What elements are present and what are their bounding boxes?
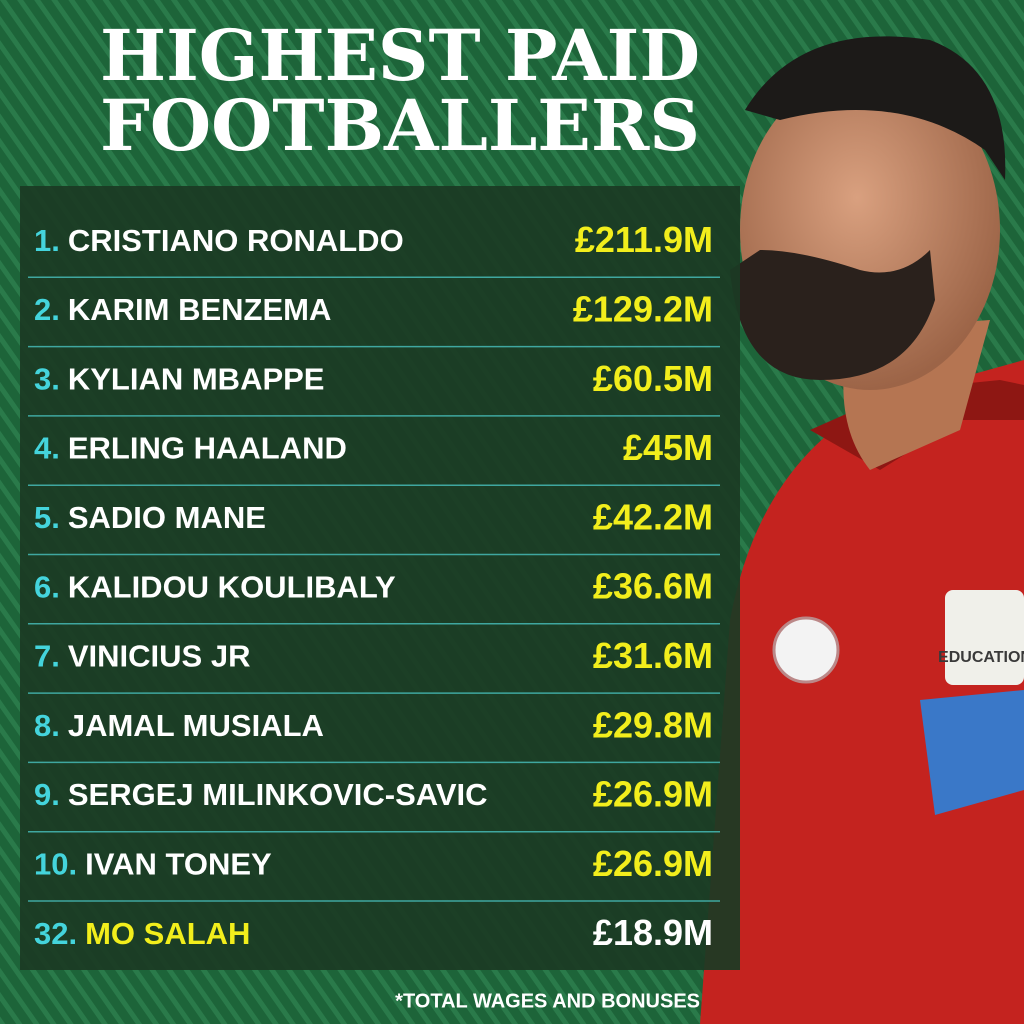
amount: £26.9M [593, 843, 713, 884]
rank: 4. [34, 431, 60, 466]
amount: £31.6M [593, 635, 713, 676]
player-name: ERLING HAALAND [68, 431, 347, 466]
player-name: KYLIAN MBAPPE [68, 361, 325, 396]
rank: 5. [34, 500, 60, 535]
table-panel [20, 186, 740, 970]
rank: 9. [34, 777, 60, 812]
player-name: IVAN TONEY [85, 847, 272, 882]
player-name: SERGEJ MILINKOVIC-SAVIC [68, 777, 488, 812]
title-line: FOOTBALLERS [100, 84, 700, 167]
amount: £45M [623, 427, 713, 468]
rank: 1. [34, 223, 60, 258]
badge-text: EDUCATION [938, 649, 1024, 666]
player-name: SADIO MANE [68, 500, 266, 535]
title-line: HIGHEST PAID [100, 14, 700, 97]
player-photo: EDUCATION [700, 36, 1024, 1024]
player-name: JAMAL MUSIALA [68, 708, 324, 743]
player-name: CRISTIANO RONALDO [68, 223, 404, 258]
player-name: KALIDOU KOULIBALY [68, 569, 396, 604]
amount: £29.8M [593, 704, 713, 745]
amount: £42.2M [593, 496, 713, 537]
amount: £211.9M [575, 219, 713, 260]
rank: 2. [34, 292, 60, 327]
rank: 7. [34, 639, 60, 674]
amount: £36.6M [593, 566, 713, 607]
amount: £26.9M [593, 774, 713, 815]
rank: 6. [34, 569, 60, 604]
rank: 8. [34, 708, 60, 743]
amount: £60.5M [593, 358, 713, 399]
player-name: KARIM BENZEMA [68, 292, 332, 327]
amount: £129.2M [573, 288, 713, 329]
footnote: *TOTAL WAGES AND BONUSES [395, 990, 700, 1012]
rank: 10. [34, 847, 77, 882]
player-name: VINICIUS JR [68, 639, 251, 674]
amount: £18.9M [593, 912, 713, 953]
rank: 32. [34, 916, 77, 951]
player-name: MO SALAH [85, 916, 250, 951]
rank: 3. [34, 361, 60, 396]
